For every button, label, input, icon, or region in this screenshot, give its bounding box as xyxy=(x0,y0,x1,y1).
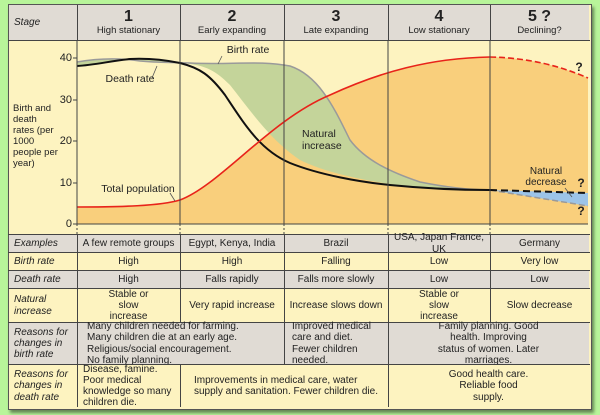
stage-name: High stationary xyxy=(96,24,161,36)
stage-number: 2 xyxy=(227,7,237,25)
divider xyxy=(8,364,590,365)
y-tick-40: 40 xyxy=(59,51,72,64)
examples-stage-5: Germany xyxy=(490,235,589,252)
death-rate-projection xyxy=(489,189,589,194)
stage-label-text: Stage xyxy=(14,16,41,28)
stage-3-header: 3 Late expanding xyxy=(284,5,388,40)
y-tick-30: 30 xyxy=(59,93,72,106)
divider xyxy=(8,234,590,235)
birth-rate-stage-2: High xyxy=(180,253,284,270)
y-tick-0: 0 xyxy=(65,217,72,230)
natural-decrease-annotation: Natural decrease xyxy=(525,165,567,188)
death-rate-stage-1: High xyxy=(77,271,180,288)
stage-name: Low stationary xyxy=(408,24,470,36)
natural-increase-stage-5: Slow decrease xyxy=(490,289,589,322)
stage-2-header: 2 Early expanding xyxy=(180,5,284,40)
stage-number: 3 xyxy=(331,7,341,25)
divider xyxy=(180,364,181,407)
divider xyxy=(8,252,590,253)
birth-rate-annotation: Birth rate xyxy=(226,44,270,57)
examples-stage-2: Egypt, Kenya, India xyxy=(180,235,284,252)
stage-name: Late expanding xyxy=(303,24,369,36)
population-line xyxy=(76,56,491,208)
death-rate-stage-2: Falls rapidly xyxy=(180,271,284,288)
divider xyxy=(77,234,78,407)
divider xyxy=(8,322,590,323)
row-label-birth-rate: Birth rate xyxy=(9,253,77,270)
population-question-mark: ? xyxy=(575,60,583,75)
death-rate-stage-5: Low xyxy=(490,271,589,288)
divider xyxy=(388,5,389,40)
row-label-reasons-birth-rate: Reasons for changes in birth rate xyxy=(9,323,77,364)
row-label-death-rate: Death rate xyxy=(9,271,77,288)
examples-stage-4: USA, Japan France, UK xyxy=(388,232,490,255)
natural-increase-annotation: Natural increase xyxy=(302,128,342,152)
stage-number: 4 xyxy=(434,7,444,25)
row-label-reasons-death-rate: Reasons for changes in death rate xyxy=(9,365,77,407)
birth-rate-projection xyxy=(489,189,589,207)
natural-increase-stage-4: Stable or slow increase xyxy=(388,289,490,322)
birth-question-mark: ? xyxy=(577,204,585,219)
stage-5-header: 5 ? Declining? xyxy=(490,5,589,40)
population-projection xyxy=(489,56,589,79)
divider xyxy=(490,234,491,322)
birth-rate-stage-3: Falling xyxy=(284,253,388,270)
natural-increase-stage-3: Increase slows down xyxy=(284,289,388,322)
y-tick-20: 20 xyxy=(59,134,72,147)
natural-increase-stage-2: Very rapid increase xyxy=(180,289,284,322)
birth-rate-stage-1: High xyxy=(77,253,180,270)
birth-rate-stage-5: Very low xyxy=(490,253,589,270)
stage-header-label: Stage xyxy=(9,5,77,40)
examples-stage-3: Brazil xyxy=(284,235,388,252)
reasons-death-stage-1: Disease, famine. Poor medical knowledge … xyxy=(77,364,180,408)
natural-increase-stage-1: Stable or slow increase xyxy=(77,289,180,322)
stage-4-header: 4 Low stationary xyxy=(388,5,490,40)
death-rate-stage-3: Falls more slowly xyxy=(284,271,388,288)
birth-rate-line xyxy=(76,58,491,191)
divider xyxy=(180,234,181,322)
divider xyxy=(284,234,285,364)
divider xyxy=(284,5,285,40)
divider xyxy=(8,288,590,289)
total-population-annotation: Total population xyxy=(101,183,175,196)
divider xyxy=(180,5,181,40)
y-tick-10: 10 xyxy=(59,176,72,189)
examples-stage-1: A few remote groups xyxy=(77,235,180,252)
divider xyxy=(388,234,389,407)
row-label-examples: Examples xyxy=(9,235,77,252)
death-rate-line xyxy=(76,57,491,191)
divider xyxy=(490,5,491,40)
divider xyxy=(8,40,590,41)
stage-number: 1 xyxy=(124,7,133,25)
stage-name: Early expanding xyxy=(197,24,267,36)
stage-number: 5 ? xyxy=(527,7,552,25)
row-label-natural-increase: Natural increase xyxy=(9,289,77,322)
reasons-birth-stages-4-5: Family planning. Good health. Improving … xyxy=(388,321,589,366)
death-rate-stage-4: Low xyxy=(388,271,490,288)
reasons-birth-stage-3: Improved medical care and diet. Fewer ch… xyxy=(284,321,388,366)
reasons-death-stages-4-5: Good health care. Reliable food supply. xyxy=(388,365,589,407)
y-axis-label: Birth and death rates (per 1000 people p… xyxy=(13,103,58,169)
stage-1-header: 1 High stationary xyxy=(77,5,180,40)
death-question-mark: ? xyxy=(577,176,585,191)
birth-rate-stage-4: Low xyxy=(388,253,490,270)
reasons-birth-stages-1-2: Many children needed for farming. Many c… xyxy=(77,321,284,366)
stage-name: Declining? xyxy=(517,24,562,36)
reasons-death-stages-2-3: Improvements in medical care, water supp… xyxy=(180,365,388,407)
divider xyxy=(8,270,590,271)
divider xyxy=(77,5,78,40)
death-rate-annotation: Death rate xyxy=(105,73,155,86)
